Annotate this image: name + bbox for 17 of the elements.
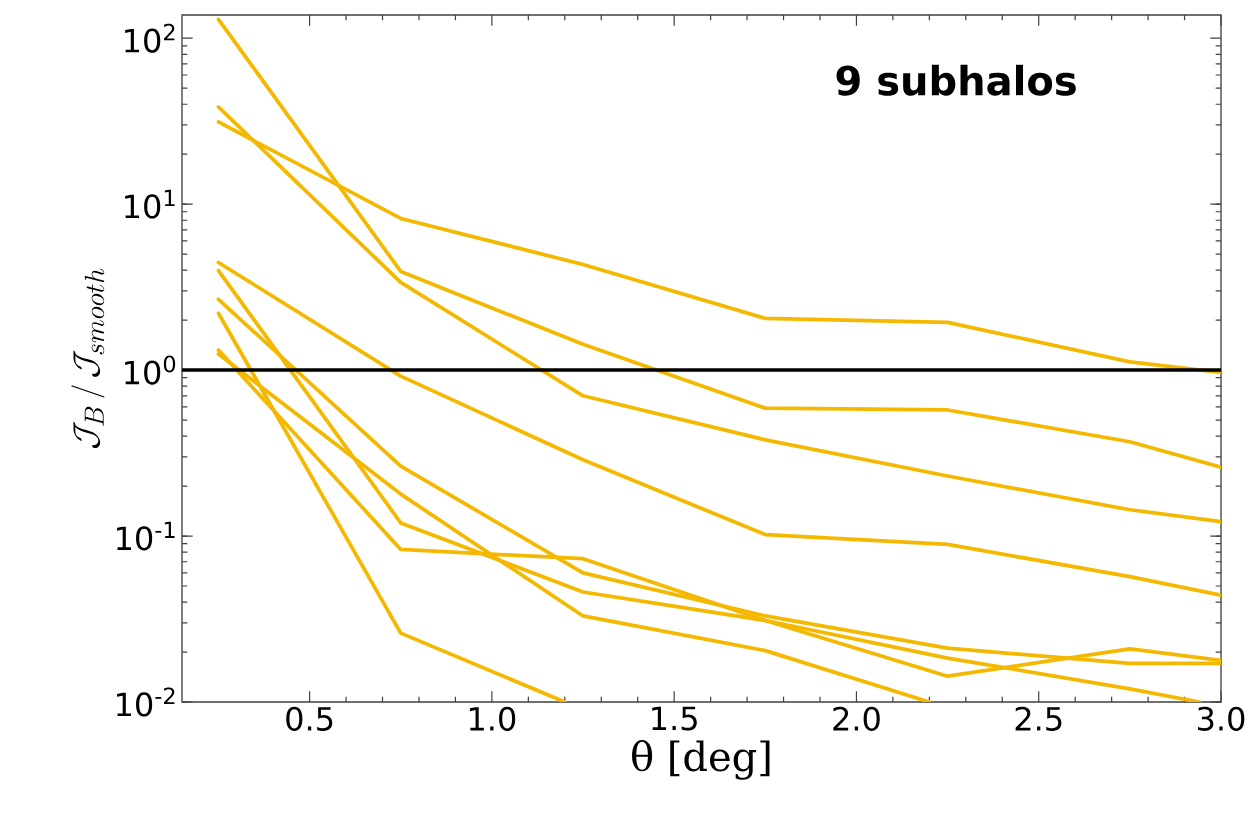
line-series: [216, 260, 1221, 598]
x-tick-label: 2.0: [833, 706, 880, 731]
y-tick-label: 10$^{2}$: [125, 23, 175, 53]
x-tick-label: 1.0: [469, 706, 516, 731]
line-series: [216, 105, 1221, 524]
x-tick-label: 2.5: [1015, 706, 1062, 731]
annotation: 9 subhalos: [836, 64, 1076, 96]
x-axis-title: θ [deg]: [632, 740, 770, 780]
x-tick-label: 3.0: [1198, 706, 1245, 731]
y-tick-label: 10$^{-2}$: [117, 687, 175, 717]
x-tick-label: 0.5: [286, 706, 333, 731]
y-tick-label: 10$^{-1}$: [117, 521, 175, 551]
line-series: [216, 17, 1221, 470]
y-tick-label: 10$^{1}$: [125, 189, 175, 219]
x-tick-label: 1.5: [652, 706, 697, 731]
y-tick-label: 10$^{0}$: [125, 355, 176, 385]
y-axis-title: $\mathcal{J}_B\,/\,\mathcal{J}_{smooth}$: [71, 268, 105, 449]
